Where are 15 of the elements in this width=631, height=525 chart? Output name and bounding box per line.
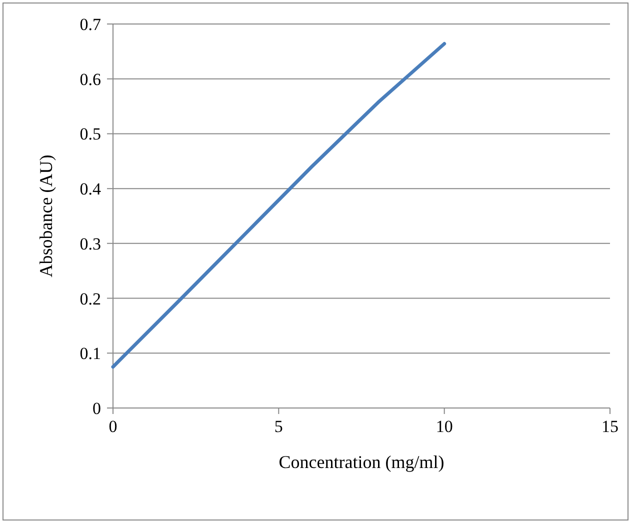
x-axis-title: Concentration (mg/ml) xyxy=(278,452,444,472)
y-tick-label: 0.6 xyxy=(80,70,101,89)
line-series xyxy=(111,42,446,369)
y-tick-label: 0.5 xyxy=(80,124,101,144)
x-tick-label: 5 xyxy=(274,417,283,436)
y-tick-label: 0 xyxy=(92,399,101,418)
y-tick-label: 0.4 xyxy=(80,180,102,199)
y-tick-label: 0.1 xyxy=(80,344,101,364)
x-tick-label: 10 xyxy=(436,417,453,436)
y-axis-title: Absobance (AU) xyxy=(36,154,56,278)
y-tick-label: 0.7 xyxy=(80,15,102,34)
x-tick-label: 15 xyxy=(602,417,618,436)
y-tick-label: 0.2 xyxy=(80,289,101,308)
x-tick-label: 0 xyxy=(108,417,118,436)
y-tick-label: 0.3 xyxy=(80,234,101,254)
